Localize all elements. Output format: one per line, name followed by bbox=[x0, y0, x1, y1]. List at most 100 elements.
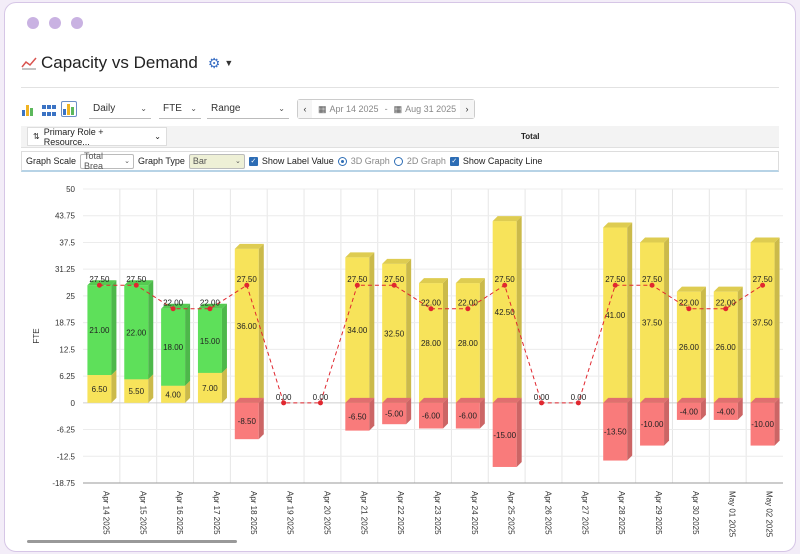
stacked-bar-view-icon[interactable] bbox=[21, 101, 37, 117]
page-header: Capacity vs Demand ⚙ ▼ bbox=[21, 53, 233, 73]
range-select[interactable]: Range ⌄ bbox=[207, 99, 289, 119]
yellow-bar-side bbox=[627, 222, 633, 403]
date-range-picker[interactable]: ‹ ▦ Apr 14 2025 - ▦ Aug 31 2025 › bbox=[297, 99, 475, 119]
graph-3d-radio[interactable] bbox=[337, 156, 347, 166]
bar-value-label: -6.00 bbox=[422, 412, 441, 421]
chevron-left-icon[interactable]: ‹ bbox=[298, 100, 312, 118]
toolbar: Daily ⌄ FTE ⌄ Range ⌄ ‹ ▦ Apr 14 2025 - ▦ A… bbox=[21, 98, 475, 120]
yellow-bar-side bbox=[443, 278, 448, 403]
yellow-bar-side bbox=[258, 243, 264, 403]
bar-value-label: 37.50 bbox=[753, 319, 774, 328]
group-by-select[interactable]: ⇅ Primary Role + Resource... ⌄ bbox=[27, 127, 167, 147]
y-axis-label: FTE bbox=[32, 328, 41, 343]
bar-value-label: 34.00 bbox=[347, 326, 368, 335]
graph-3d-label: 3D Graph bbox=[350, 156, 390, 166]
yellow-bar-side bbox=[148, 374, 154, 403]
show-capacity-line-label: Show Capacity Line bbox=[462, 156, 543, 166]
red-bar-top bbox=[382, 397, 412, 403]
grid-view-icon[interactable] bbox=[41, 101, 57, 117]
show-capacity-line-checkbox[interactable]: ✓ bbox=[449, 156, 459, 166]
red-bar bbox=[603, 397, 633, 461]
red-bar bbox=[750, 397, 780, 446]
graph-2d-radio[interactable] bbox=[393, 156, 403, 166]
chevron-down-icon[interactable]: ▼ bbox=[224, 58, 234, 68]
end-date[interactable]: Aug 31 2025 bbox=[405, 104, 457, 114]
yellow-bar bbox=[345, 252, 375, 403]
capacity-point bbox=[354, 282, 360, 288]
capacity-point bbox=[281, 400, 287, 406]
red-bar bbox=[713, 397, 743, 420]
green-bar-side bbox=[221, 303, 227, 373]
unit-select[interactable]: FTE ⌄ bbox=[159, 99, 201, 119]
x-tick-label: Apr 20 2025 bbox=[322, 491, 331, 535]
x-tick-label: May 01 2025 bbox=[728, 491, 737, 537]
capacity-value-label: 27.50 bbox=[347, 275, 368, 284]
yellow-bar-side bbox=[221, 367, 227, 403]
horizontal-scrollbar[interactable] bbox=[27, 540, 237, 543]
red-bar bbox=[676, 397, 706, 420]
capacity-point bbox=[686, 306, 692, 312]
yellow-bar-top bbox=[455, 278, 485, 284]
capacity-value-label: 0.00 bbox=[571, 393, 587, 402]
chevron-right-icon[interactable]: › bbox=[460, 100, 474, 118]
graph-type-select[interactable]: Bar ⌄ bbox=[188, 153, 245, 169]
red-bar-front bbox=[345, 402, 370, 431]
yellow-bar bbox=[455, 278, 485, 403]
bar-chart-view-icon[interactable] bbox=[61, 101, 77, 117]
show-label-value-checkbox[interactable]: ✓ bbox=[248, 156, 258, 166]
red-bar-side bbox=[737, 397, 743, 420]
window-dot-close[interactable] bbox=[27, 17, 39, 29]
calendar-icon: ▦ bbox=[393, 103, 403, 114]
red-bar-top bbox=[345, 397, 375, 403]
red-bar-side bbox=[627, 397, 633, 461]
gear-icon[interactable]: ⚙ bbox=[207, 54, 221, 71]
yellow-bar-top bbox=[492, 216, 522, 222]
y-tick-label: 6.25 bbox=[59, 372, 75, 381]
bar-value-label: 28.00 bbox=[458, 339, 479, 348]
red-bar-side bbox=[406, 397, 412, 425]
red-bar bbox=[492, 397, 522, 467]
x-tick-label: Apr 26 2025 bbox=[544, 491, 553, 535]
yellow-bar-side bbox=[406, 258, 412, 403]
y-tick-label: 0 bbox=[71, 399, 76, 408]
graph-scale-select[interactable]: Total Brea ⌄ bbox=[80, 151, 135, 171]
y-tick-label: 31.25 bbox=[55, 265, 76, 274]
start-date[interactable]: Apr 14 2025 bbox=[329, 104, 379, 114]
chevron-down-icon: ⌄ bbox=[278, 104, 285, 113]
graph-scale-value: Total Brea bbox=[84, 151, 104, 171]
y-tick-label: 25 bbox=[66, 292, 75, 301]
capacity-point bbox=[612, 282, 618, 288]
yellow-bar-side bbox=[111, 370, 117, 403]
red-bar-side bbox=[369, 397, 375, 431]
total-header: Total bbox=[521, 132, 540, 141]
yellow-bar-side bbox=[516, 216, 522, 403]
red-bar-front bbox=[234, 402, 259, 440]
red-bar-front bbox=[603, 402, 628, 461]
yellow-bar-side bbox=[774, 237, 780, 403]
bar-value-label: -4.00 bbox=[717, 407, 736, 416]
green-bar-front bbox=[197, 308, 222, 373]
green-bar-top bbox=[197, 303, 227, 309]
x-tick-label: Apr 25 2025 bbox=[507, 491, 516, 535]
red-bar-front bbox=[676, 402, 701, 420]
yellow-bar-front bbox=[345, 257, 370, 403]
capacity-value-label: 27.50 bbox=[126, 275, 147, 284]
red-bar-side bbox=[700, 397, 706, 420]
window-dot-maximize[interactable] bbox=[71, 17, 83, 29]
green-bar-top bbox=[124, 280, 154, 286]
yellow-bar bbox=[640, 237, 670, 403]
yellow-bar-side bbox=[369, 252, 375, 403]
window-dot-minimize[interactable] bbox=[49, 17, 61, 29]
x-tick-label: Apr 22 2025 bbox=[396, 491, 405, 535]
bar-value-label: 28.00 bbox=[421, 339, 442, 348]
capacity-point bbox=[649, 282, 655, 288]
capacity-point bbox=[760, 282, 766, 288]
period-select[interactable]: Daily ⌄ bbox=[89, 99, 151, 119]
red-bar-top bbox=[676, 397, 706, 403]
capacity-point bbox=[207, 306, 213, 312]
red-bar-top bbox=[419, 397, 448, 403]
capacity-value-label: 27.50 bbox=[384, 275, 405, 284]
yellow-bar-top bbox=[676, 286, 706, 292]
yellow-bar-top bbox=[750, 237, 780, 243]
red-bar bbox=[234, 397, 264, 440]
